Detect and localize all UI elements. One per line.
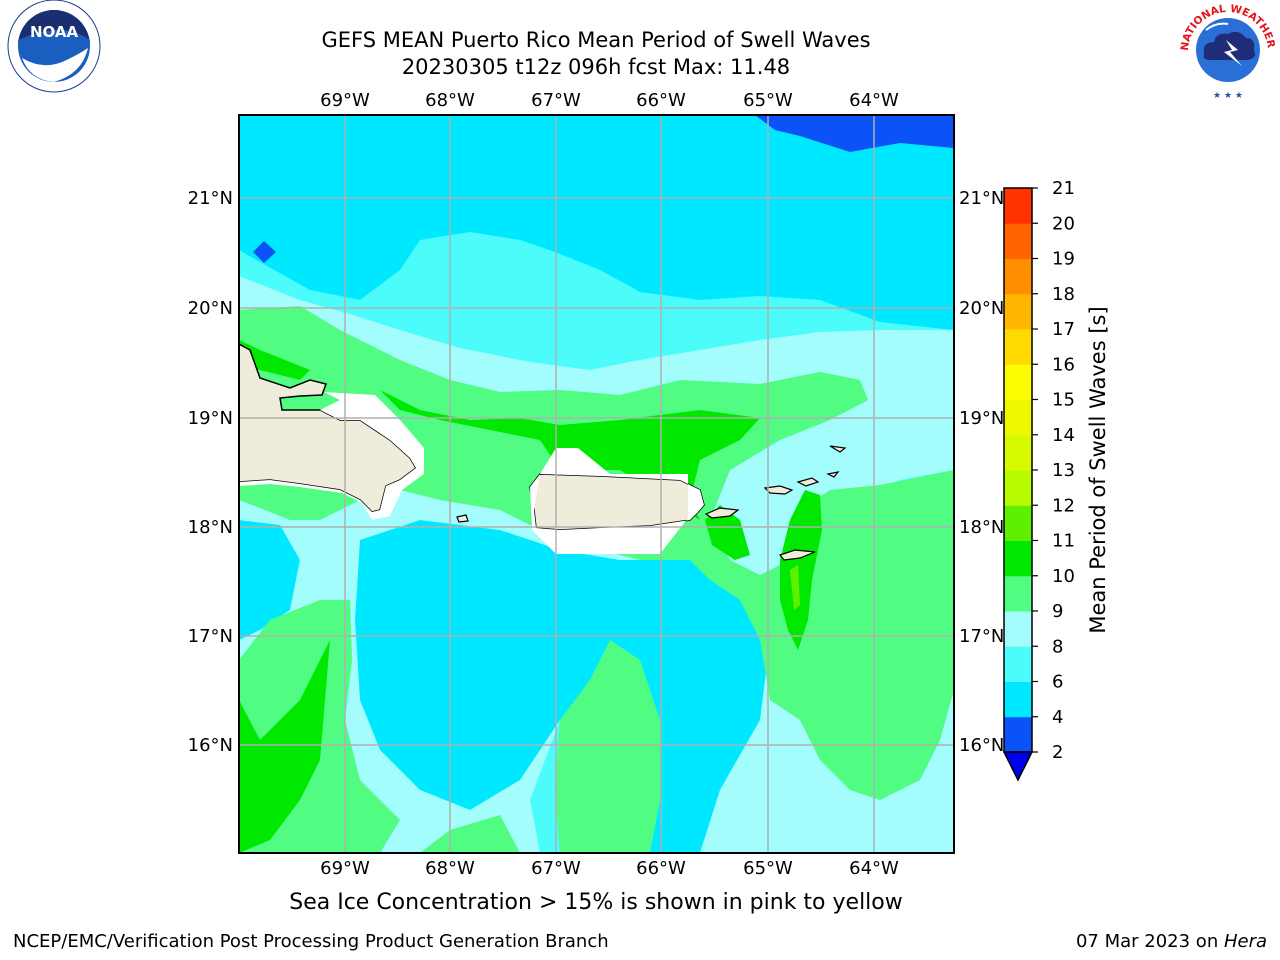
- lon-label-bottom: 68°W: [425, 858, 475, 879]
- colorbar-segment: [1004, 258, 1032, 295]
- field-10-11-west: [239, 340, 310, 380]
- lat-label-right: 19°N: [959, 408, 1004, 429]
- lon-label-top: 68°W: [425, 90, 475, 111]
- colorbar-segment: [1004, 611, 1032, 647]
- colorbar-segment: [1004, 470, 1032, 506]
- lon-label-bottom: 66°W: [636, 858, 686, 879]
- colorbar-ticks: 2 4 6 8 9 10 11 12 13 14 15 16 17 18 19 20 21: [1032, 178, 1075, 763]
- lon-label-bottom: 64°W: [849, 858, 899, 879]
- colorbar-tick-label: 13: [1052, 460, 1075, 481]
- lon-label-top: 64°W: [849, 90, 899, 111]
- title-line-1: GEFS MEAN Puerto Rico Mean Period of Swe…: [321, 28, 871, 52]
- noaa-logo: NOAA: [7, 0, 101, 93]
- colorbar-segment: [1004, 329, 1032, 365]
- colorbar-segment: [1004, 540, 1032, 577]
- colorbar-segment: [1004, 223, 1032, 259]
- colorbar-segment: [1004, 716, 1032, 753]
- field-4-6-west: [239, 520, 300, 640]
- colorbar-segment: [1004, 293, 1032, 330]
- nws-logo: NATIONAL WEATHER SERVICE ★ ★ ★: [1176, 0, 1277, 101]
- colorbar-tick-label: 9: [1052, 601, 1063, 622]
- field-9-10-south-central: [555, 640, 660, 853]
- colorbar-tick-label: 11: [1052, 531, 1075, 552]
- land-vieques: [704, 507, 740, 519]
- lat-label-left: 17°N: [188, 626, 233, 647]
- colorbar-tick-label: 2: [1052, 742, 1063, 763]
- footer-date: 07 Mar 2023 on Hera: [1076, 931, 1267, 952]
- colorbar-tick-label: 10: [1052, 566, 1075, 587]
- nws-logo-stars: ★ ★ ★: [1213, 91, 1243, 101]
- field-10-11-east-pr: [705, 505, 750, 560]
- colorbar-segment: [1004, 575, 1032, 612]
- colorbar-label: Mean Period of Swell Waves [s]: [1086, 306, 1110, 634]
- lon-label-top: 69°W: [320, 90, 370, 111]
- colorbar-tick-label: 6: [1052, 672, 1063, 693]
- lat-label-left: 16°N: [188, 735, 233, 756]
- colorbar-tick-label: 17: [1052, 319, 1075, 340]
- colorbar-tick-label: 18: [1052, 284, 1075, 305]
- lon-label-bottom: 67°W: [531, 858, 581, 879]
- no-data-hispaniola: [239, 392, 424, 520]
- title-line-2: 20230305 t12z 096h fcst Max: 11.48: [401, 55, 791, 79]
- colorbar-tick-label: 4: [1052, 707, 1063, 728]
- field-9-10-central: [239, 306, 954, 800]
- footer-credit: NCEP/EMC/Verification Post Processing Pr…: [13, 931, 609, 952]
- lon-label-bottom: 69°W: [320, 858, 370, 879]
- colorbar-tick-label: 8: [1052, 636, 1063, 657]
- colorbar-tick-label: 15: [1052, 390, 1075, 411]
- field-10-11-hotspot: [790, 565, 800, 610]
- lat-label-left: 21°N: [188, 188, 233, 209]
- colorbar-segment: [1004, 399, 1032, 436]
- colorbar-tick-label: 20: [1052, 213, 1075, 234]
- footer-date-text: 07 Mar 2023 on: [1075, 931, 1224, 952]
- colorbar-tick-label: 16: [1052, 354, 1075, 375]
- lat-label-right: 18°N: [959, 517, 1004, 538]
- field-9-10-south-small: [420, 815, 520, 853]
- lon-label-bottom: 65°W: [743, 858, 793, 879]
- land-st-croix: [778, 549, 816, 561]
- colorbar-segment: [1004, 646, 1032, 682]
- footer-host: Hera: [1223, 931, 1267, 952]
- lat-label-right: 17°N: [959, 626, 1004, 647]
- colorbar-under-triangle: [1002, 751, 1034, 782]
- land-mona: [456, 514, 469, 523]
- map-frame: [238, 114, 955, 854]
- field-4-6-north: [239, 115, 954, 330]
- colorbar-tick-label: 21: [1052, 178, 1075, 199]
- lat-label-right: 20°N: [959, 298, 1004, 319]
- noaa-logo-text: NOAA: [30, 23, 79, 41]
- land-virgin-islands: [763, 445, 847, 495]
- lon-label-top: 65°W: [743, 90, 793, 111]
- field-2-4-ne: [755, 115, 954, 152]
- sea-ice-note: Sea Ice Concentration > 15% is shown in …: [289, 890, 903, 915]
- gridlines: [239, 115, 954, 853]
- field-2-4-dot: [253, 241, 276, 263]
- lon-label-top: 66°W: [636, 90, 686, 111]
- colorbar-segments: [1004, 188, 1032, 753]
- lat-label-left: 20°N: [188, 298, 233, 319]
- field-4-6-south: [355, 520, 770, 853]
- colorbar-segment: [1004, 505, 1032, 541]
- lon-label-top: 67°W: [531, 90, 581, 111]
- lat-label-right: 16°N: [959, 735, 1004, 756]
- colorbar-segment: [1004, 188, 1032, 224]
- colorbar-segment: [1004, 681, 1032, 718]
- colorbar-tick-label: 19: [1052, 249, 1075, 270]
- lat-label-left: 18°N: [188, 517, 233, 538]
- lat-label-right: 21°N: [959, 188, 1004, 209]
- colorbar-tick-label: 12: [1052, 495, 1075, 516]
- colorbar-tick-label: 14: [1052, 425, 1075, 446]
- colorbar-segment: [1004, 434, 1032, 471]
- colorbar-segment: [1004, 364, 1032, 400]
- lat-label-left: 19°N: [188, 408, 233, 429]
- field-10-11-southwest: [239, 640, 330, 853]
- swell-period-field: [239, 115, 954, 853]
- field-10-11-stcroix: [780, 490, 822, 650]
- colorbar: 2 4 6 8 9 10 11 12 13 14 15 16 17 18 19 20 21: [1002, 178, 1075, 782]
